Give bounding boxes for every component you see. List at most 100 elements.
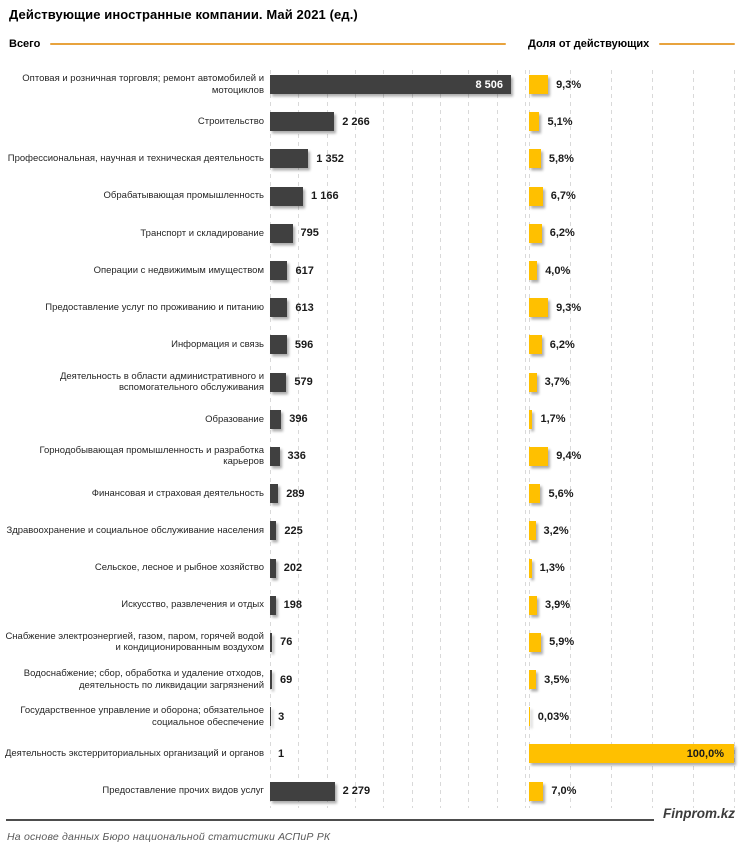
category-label: Здравоохранение и социальное обслуживани… <box>6 525 264 537</box>
total-bar <box>270 335 287 355</box>
total-plot-cell: 2 266 <box>270 103 525 140</box>
total-value-label: 2 279 <box>342 785 371 798</box>
share-plot-cell: 6,7% <box>529 178 734 215</box>
chart-row: Информация и связь 596 6,2% <box>0 326 740 363</box>
chart-row: Искусство, развлечения и отдых 198 3,9% <box>0 587 740 624</box>
share-bar <box>529 298 549 318</box>
chart-row: Снабжение электроэнергией, газом, паром,… <box>0 624 740 661</box>
category-label: Обрабатывающая промышленность <box>103 190 264 202</box>
share-value-label: 3,9% <box>544 599 571 612</box>
gridline <box>355 70 356 808</box>
gridline <box>734 70 735 808</box>
share-plot-cell: 5,8% <box>529 140 734 177</box>
share-plot-cell: 7,0% <box>529 773 734 810</box>
total-plot-cell: 336 <box>270 438 525 475</box>
total-bar <box>270 223 293 243</box>
share-bar <box>529 521 536 541</box>
total-plot-cell: 795 <box>270 215 525 252</box>
share-value-label: 100,0% <box>686 747 724 760</box>
brand-logo-text: Finprom.kz <box>662 806 735 821</box>
total-value-label: 1 352 <box>316 152 344 165</box>
category-label: Образование <box>205 413 264 425</box>
share-plot-cell: 3,2% <box>529 512 734 549</box>
total-bar <box>270 558 276 578</box>
chart-row: Деятельность в области административного… <box>0 364 740 401</box>
gridline <box>496 70 498 808</box>
share-value-label: 1,7% <box>540 413 566 426</box>
total-bar <box>270 186 304 206</box>
left-header-accent-line <box>50 43 506 45</box>
gridline <box>440 70 441 808</box>
share-plot-cell: 5,9% <box>529 624 734 661</box>
total-plot-cell: 8 506 <box>270 66 525 103</box>
total-bar <box>270 484 279 504</box>
share-value-label: 6,7% <box>550 190 576 203</box>
category-label: Предоставление прочих видов услуг <box>102 785 264 797</box>
total-value-label: 795 <box>300 227 319 240</box>
share-bar <box>529 558 532 578</box>
share-plot-cell: 6,2% <box>529 326 734 363</box>
category-label: Сельское, лесное и рыбное хозяйство <box>94 562 264 574</box>
share-bar <box>529 670 537 690</box>
share-value-label: 5,6% <box>548 487 574 500</box>
right-gridlines <box>529 70 735 808</box>
share-value-label: 5,9% <box>549 636 575 649</box>
category-label: Предоставление услуг по проживанию и пит… <box>45 301 264 313</box>
left-panel-title: Всего <box>9 38 41 50</box>
total-bar <box>270 521 277 541</box>
share-bar <box>529 223 542 243</box>
category-label: Профессиональная, научная и техническая … <box>7 153 264 165</box>
category-label: Транспорт и складирование <box>140 227 264 239</box>
total-bar <box>270 409 282 429</box>
chart-row: Горнодобывающая промышленность и разрабо… <box>0 438 740 475</box>
footer-divider-line <box>6 819 654 821</box>
total-bar <box>270 372 287 392</box>
chart-row: Финансовая и страховая деятельность 289 5,… <box>0 475 740 512</box>
total-bar <box>270 632 273 652</box>
total-bar <box>270 298 288 318</box>
total-bar <box>270 261 288 281</box>
left-gridlines <box>270 70 526 808</box>
gridline <box>529 70 530 808</box>
gridline <box>270 70 271 808</box>
gridline <box>326 70 328 808</box>
gridline <box>298 70 300 808</box>
gridline <box>611 70 612 808</box>
share-value-label: 5,8% <box>548 152 574 165</box>
share-value-label: 7,0% <box>551 785 577 798</box>
total-bar <box>270 112 335 132</box>
total-plot-cell: 596 <box>270 326 525 363</box>
total-plot-cell: 1 166 <box>270 178 525 215</box>
gridline <box>411 70 413 808</box>
total-bar <box>270 446 280 466</box>
total-plot-cell: 1 352 <box>270 140 525 177</box>
share-bar <box>529 409 533 429</box>
total-bar <box>270 781 335 801</box>
total-value-label: 289 <box>286 487 305 500</box>
total-bar <box>270 595 276 615</box>
total-plot-cell: 76 <box>270 624 525 661</box>
total-value-label: 1 166 <box>311 190 339 203</box>
share-bar <box>529 446 549 466</box>
total-value-label: 198 <box>283 599 302 612</box>
chart-rows: Оптовая и розничная торговля; ремонт авт… <box>0 66 740 810</box>
category-label: Снабжение электроэнергией, газом, паром,… <box>5 630 264 654</box>
chart-row: Предоставление услуг по проживанию и пит… <box>0 289 740 326</box>
total-value-label: 336 <box>287 450 306 463</box>
total-value-label: 2 266 <box>342 115 370 128</box>
total-value-label: 76 <box>280 636 293 649</box>
category-label: Деятельность экстерриториальных организа… <box>4 748 264 760</box>
share-bar <box>529 781 544 801</box>
total-bar <box>270 149 309 169</box>
share-plot-cell: 5,6% <box>529 475 734 512</box>
share-plot-cell: 5,1% <box>529 103 734 140</box>
share-bar <box>529 632 542 652</box>
share-bar <box>529 75 549 95</box>
share-bar <box>529 372 537 392</box>
chart-row: Обрабатывающая промышленность 1 166 6,7% <box>0 178 740 215</box>
total-plot-cell: 69 <box>270 661 525 698</box>
chart-row: Сельское, лесное и рыбное хозяйство 202 1,… <box>0 549 740 586</box>
share-bar <box>529 186 543 206</box>
share-bar <box>529 112 540 132</box>
